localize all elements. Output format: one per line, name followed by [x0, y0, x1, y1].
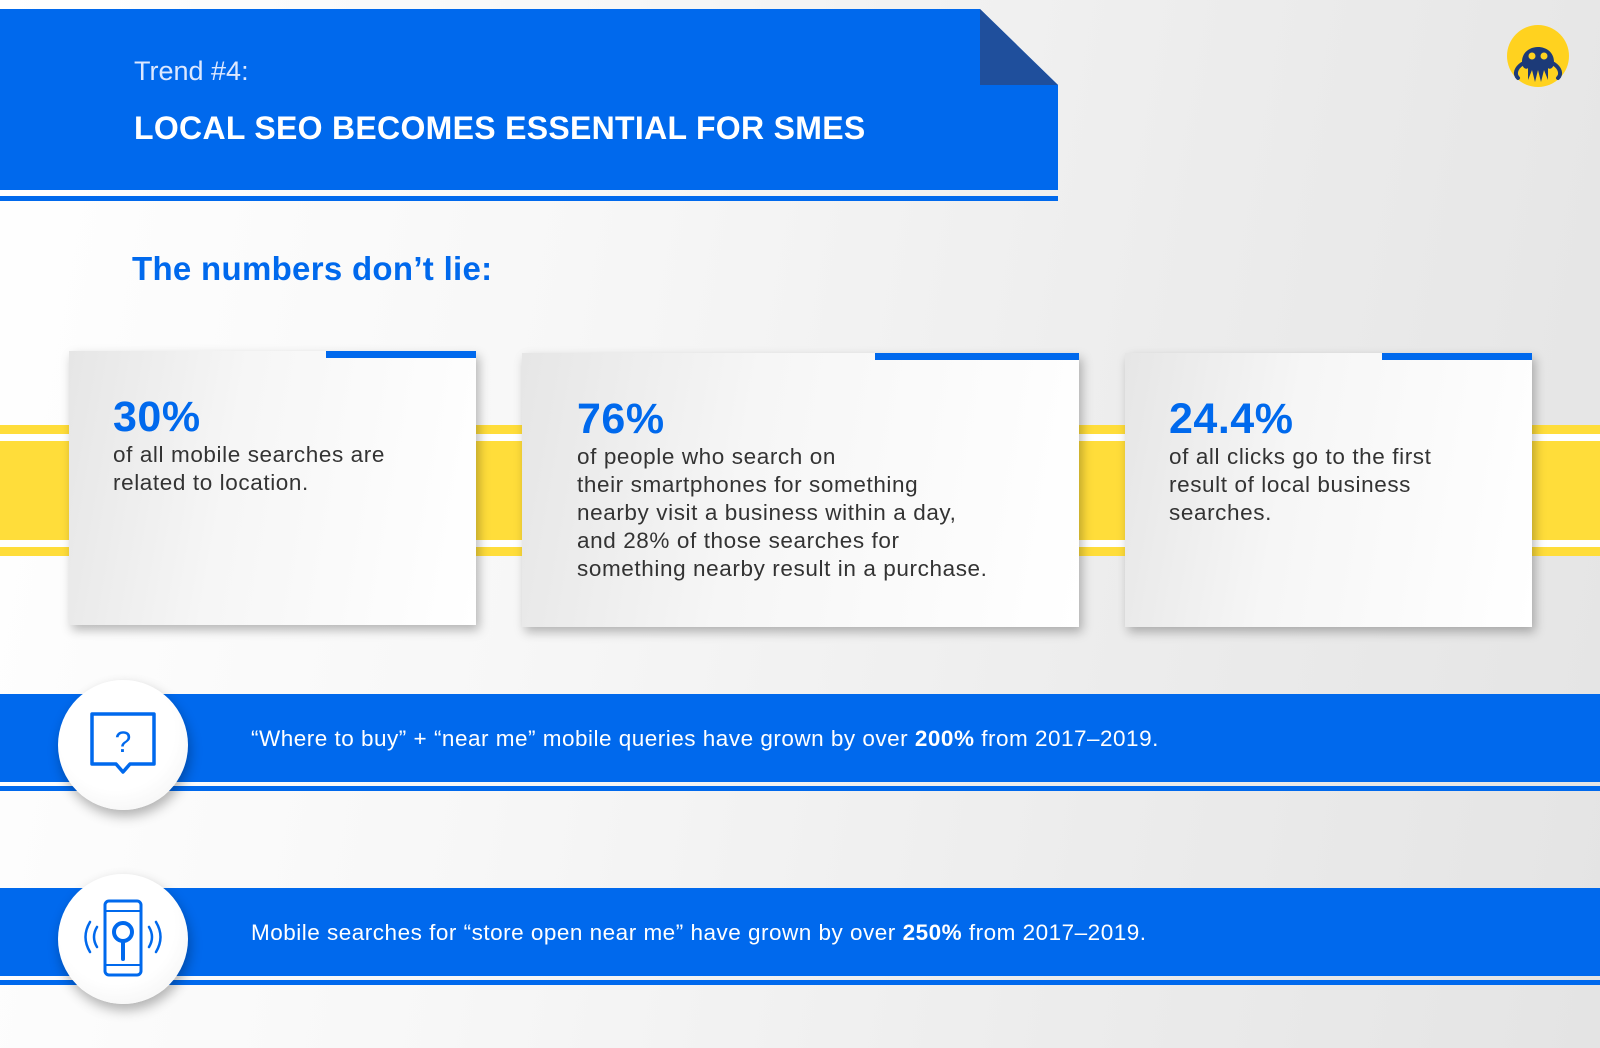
stat-card-2: 76% of people who search on their smartp… — [522, 353, 1079, 627]
fact-band-1 — [0, 694, 1600, 782]
fact-highlight: 250% — [902, 920, 963, 945]
trend-label: Trend #4: — [134, 56, 249, 86]
fact-text-1: “Where to buy” + “near me” mobile querie… — [251, 726, 1159, 751]
stat-description: of people who search on their smartphone… — [577, 444, 988, 581]
card-accent-bar — [1382, 353, 1532, 360]
fact-underline-1 — [0, 786, 1600, 791]
numbers-heading: The numbers don’t lie: — [132, 250, 493, 287]
stat-description: of all clicks go to the first result of … — [1169, 444, 1432, 525]
fact-icon-circle-2 — [58, 874, 188, 1004]
card-accent-bar — [875, 353, 1079, 360]
header-fold-corner — [980, 9, 1058, 85]
stat-description: of all mobile searches are related to lo… — [113, 442, 385, 495]
card-accent-bar — [326, 351, 476, 358]
fact-underline-2 — [0, 980, 1600, 985]
page-title: LOCAL SEO BECOMES ESSENTIAL FOR SMES — [134, 110, 866, 146]
fact-band-2 — [0, 888, 1600, 976]
fact-text-2: Mobile searches for “store open near me”… — [251, 920, 1147, 945]
octopus-logo-icon — [1507, 25, 1569, 87]
svg-text:?: ? — [115, 726, 132, 759]
header-banner — [0, 9, 1058, 190]
stat-value: 24.4% — [1169, 395, 1294, 443]
fact-highlight: 200% — [914, 726, 975, 751]
phone-search-icon — [84, 899, 162, 977]
fact-icon-circle-1: ? — [58, 680, 188, 810]
header-underline — [0, 196, 1058, 201]
stat-card-1: 30% of all mobile searches are related t… — [69, 351, 476, 625]
stat-value: 76% — [577, 395, 665, 443]
stat-value: 30% — [113, 393, 201, 441]
question-bubble-icon: ? — [90, 712, 156, 774]
stat-card-3: 24.4% of all clicks go to the first resu… — [1125, 353, 1532, 627]
